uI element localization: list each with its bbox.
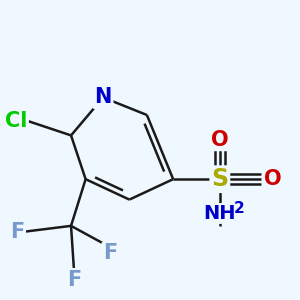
Text: F: F	[67, 270, 81, 290]
Text: Cl: Cl	[5, 111, 27, 131]
Text: O: O	[211, 130, 229, 150]
Text: F: F	[103, 243, 117, 263]
Text: N: N	[94, 88, 112, 107]
Text: S: S	[211, 167, 228, 191]
Text: 2: 2	[233, 201, 244, 216]
Text: O: O	[264, 169, 281, 189]
Text: NH: NH	[204, 204, 236, 223]
Text: F: F	[10, 222, 24, 242]
